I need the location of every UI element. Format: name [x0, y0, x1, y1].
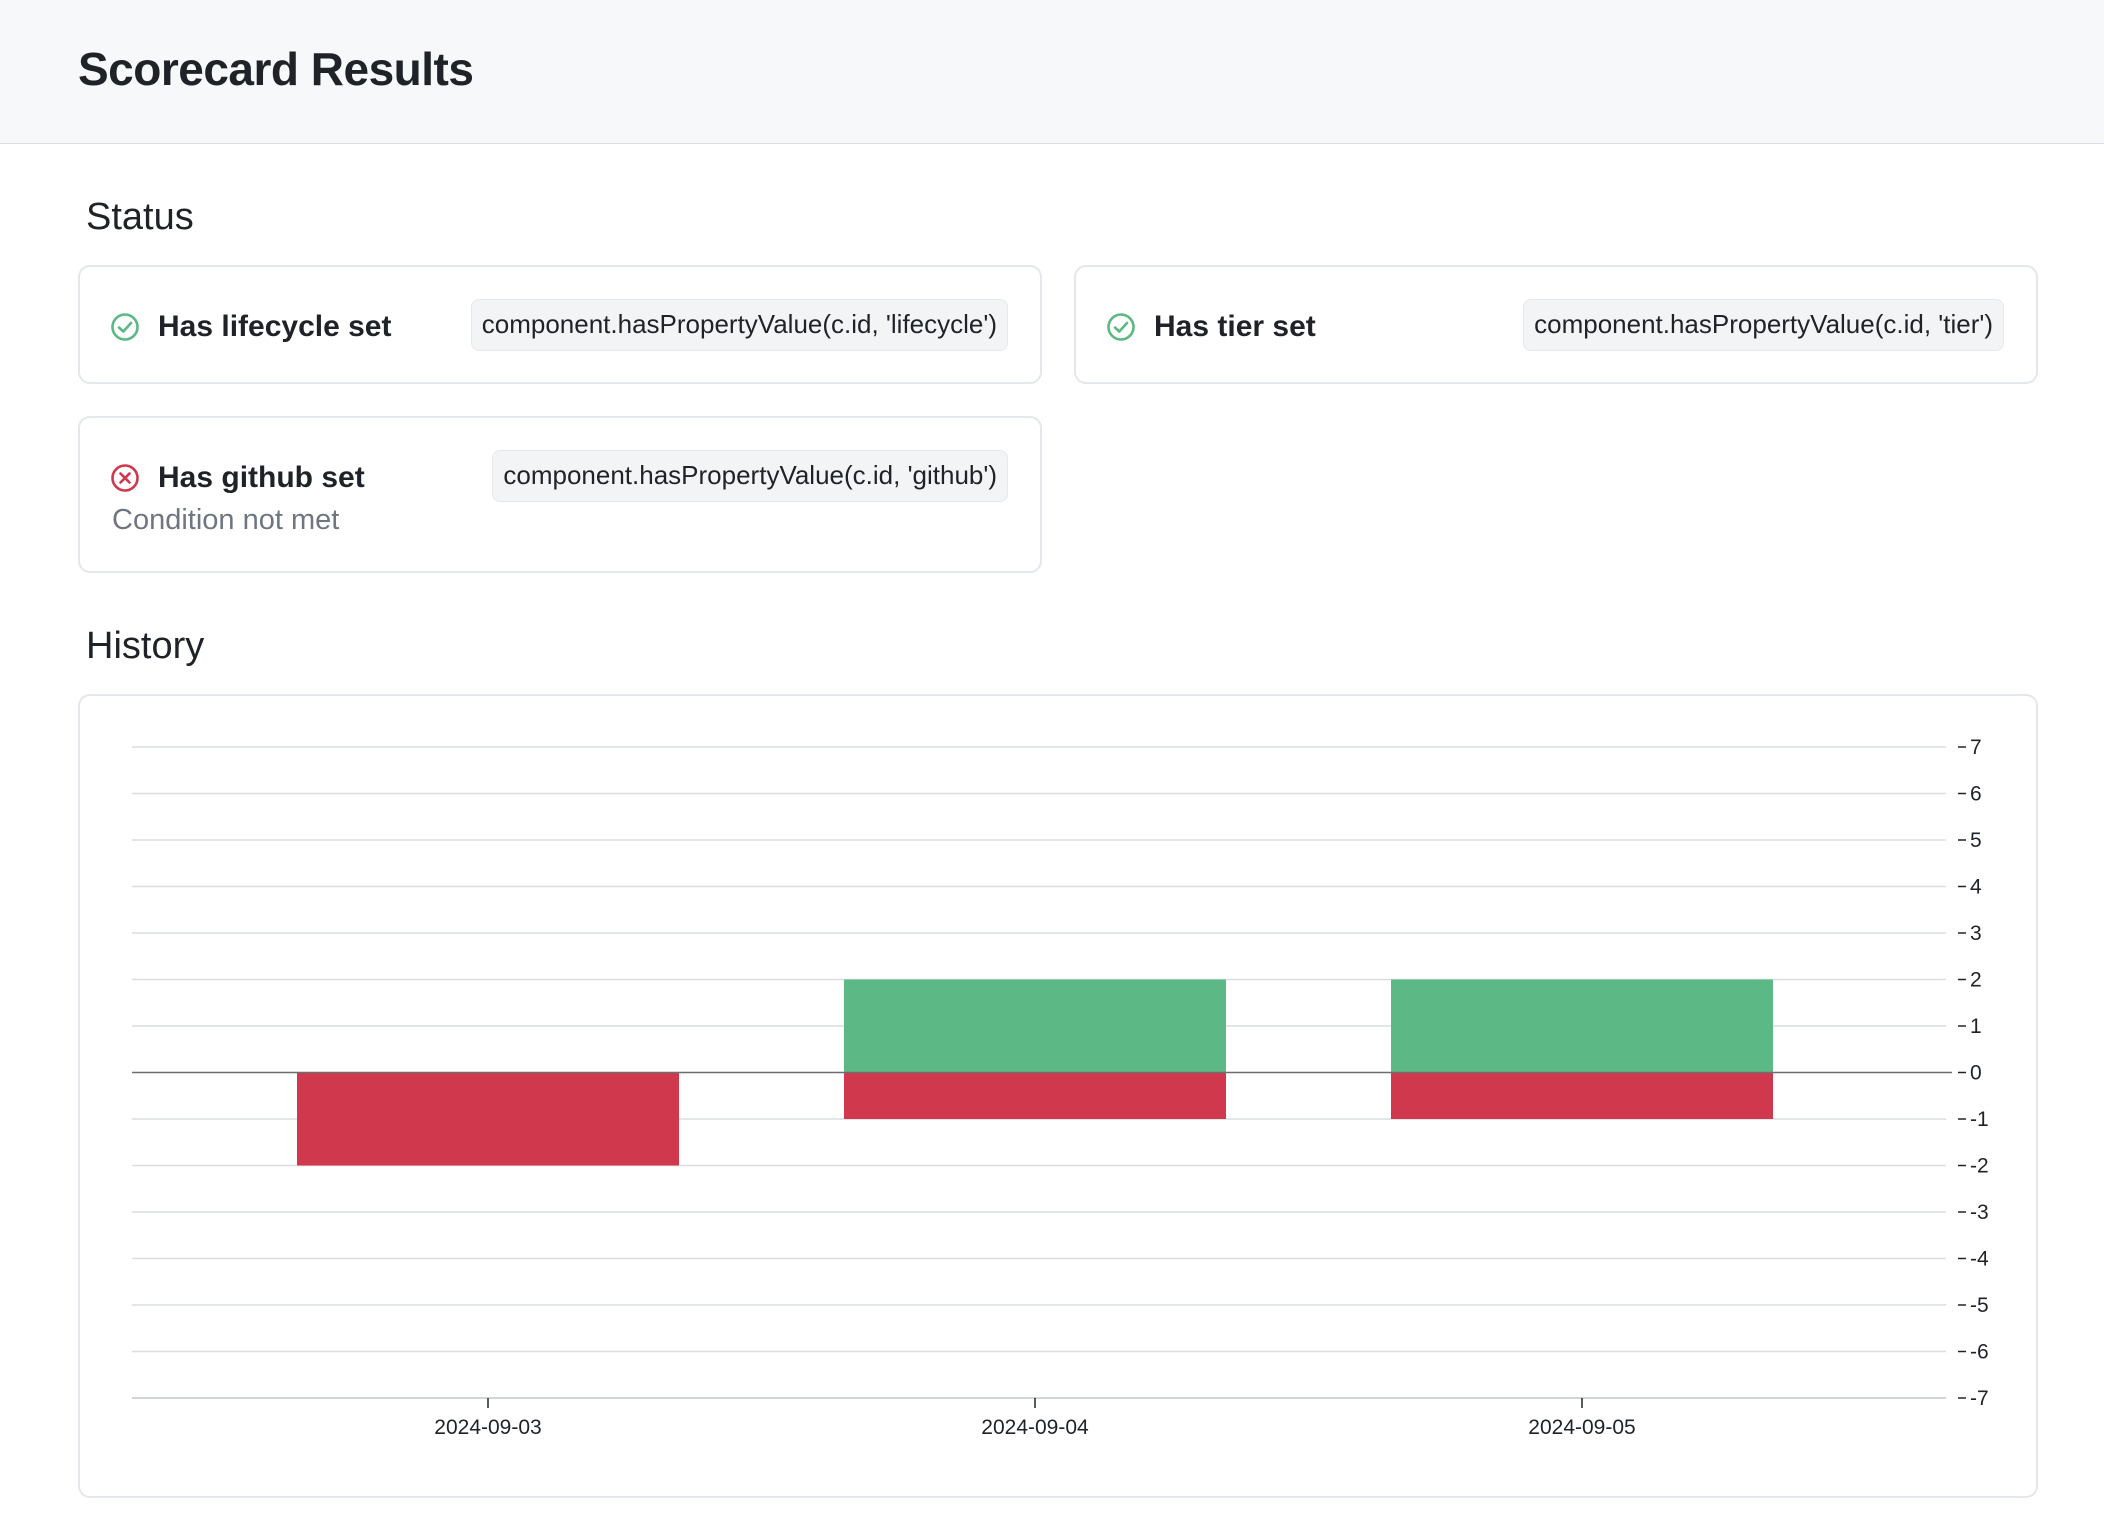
bar-fail [297, 1072, 679, 1166]
check-header: Has tier set [1106, 310, 1316, 344]
history-section-title: History [86, 625, 205, 667]
y-tick-label: -3 [1970, 1201, 1989, 1224]
check-card-github: Has github set component.hasPropertyValu… [78, 416, 1042, 573]
history-chart: 7 6 5 4 3 2 1 0 -1 -2 -3 -4 -5 -6 -7 2024-09-03 2024-09-… [132, 736, 1989, 1439]
x-circle-icon [111, 464, 139, 492]
y-tick-label: 5 [1970, 829, 1982, 852]
y-tick-label: 7 [1970, 736, 1982, 759]
check-header: Has lifecycle set [110, 310, 391, 344]
status-section-title: Status [86, 196, 194, 238]
page-header: Scorecard Results [0, 0, 2104, 144]
y-tick-label: 1 [1970, 1015, 1982, 1038]
check-circle-icon [1107, 313, 1135, 341]
x-tick-label: 2024-09-03 [434, 1416, 541, 1439]
y-tick-label: -2 [1970, 1155, 1989, 1178]
condition-not-met-text: Condition not met [112, 504, 340, 536]
bar-fail [1391, 1072, 1773, 1119]
check-expression: component.hasPropertyValue(c.id, 'lifecy… [470, 299, 1008, 351]
check-name: Has tier set [1154, 310, 1316, 343]
y-tick-label: -1 [1970, 1108, 1989, 1131]
y-tick-label: 3 [1970, 922, 1982, 945]
check-circle-icon [111, 313, 139, 341]
check-header: Has github set [110, 461, 365, 495]
history-chart-card: 7 6 5 4 3 2 1 0 -1 -2 -3 -4 -5 -6 -7 2024-09-03 2024-09-… [78, 694, 2038, 1498]
bar-pass [844, 979, 1226, 1073]
check-expression: component.hasPropertyValue(c.id, 'tier') [1523, 299, 2004, 351]
page-title: Scorecard Results [78, 43, 474, 95]
y-tick-label: -4 [1970, 1248, 1989, 1271]
y-tick-label: 4 [1970, 876, 1982, 899]
check-name: Has lifecycle set [158, 310, 392, 343]
check-card-lifecycle: Has lifecycle set component.hasPropertyV… [78, 265, 1042, 384]
check-name: Has github set [158, 461, 365, 494]
check-expression: component.hasPropertyValue(c.id, 'github… [492, 450, 1008, 502]
y-tick-label: 6 [1970, 783, 1982, 806]
y-tick-label: 2 [1970, 969, 1982, 992]
bar-pass [1391, 979, 1773, 1073]
check-card-tier: Has tier set component.hasPropertyValue(… [1074, 265, 2038, 384]
y-tick-label: -6 [1970, 1341, 1989, 1364]
x-tick-label: 2024-09-05 [1528, 1416, 1635, 1439]
y-tick-label: -5 [1970, 1294, 1989, 1317]
y-tick-label: -7 [1970, 1387, 1989, 1410]
y-tick-label: 0 [1970, 1062, 1982, 1085]
bar-fail [844, 1072, 1226, 1119]
x-tick-label: 2024-09-04 [981, 1416, 1089, 1439]
